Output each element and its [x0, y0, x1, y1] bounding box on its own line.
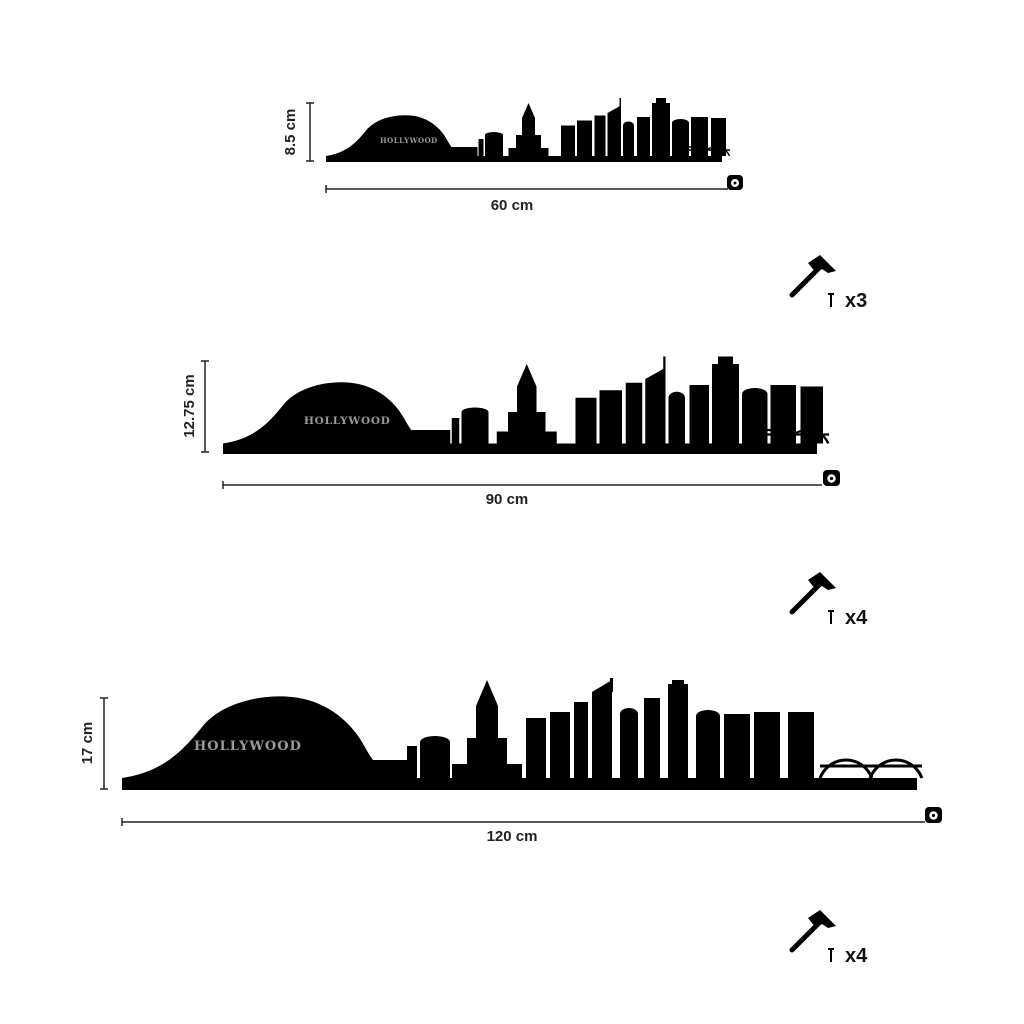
- width-dimension-small: [325, 185, 728, 193]
- variant-medium: HOLLYWOOD: [223, 356, 830, 454]
- hammer-icon: [789, 572, 836, 615]
- tape-measure-icon: [727, 175, 743, 190]
- skyline-silhouette: [122, 678, 917, 790]
- nail-count-small: x3: [845, 290, 867, 312]
- arch-bridge: [818, 758, 924, 779]
- width-label-small: 60 cm: [491, 197, 534, 214]
- arch-bridge: [675, 146, 731, 157]
- width-dimension-large: [121, 818, 925, 826]
- hollywood-sign: HOLLYWOOD: [194, 739, 302, 754]
- nail-icon: [828, 948, 834, 962]
- height-label-small: 8.5 cm: [282, 109, 299, 156]
- height-label-medium: 12.75 cm: [181, 374, 198, 437]
- nail-icon: [828, 610, 834, 624]
- width-label-medium: 90 cm: [486, 491, 529, 508]
- nail-icon: [828, 293, 834, 307]
- tape-measure-icon: [925, 807, 942, 823]
- variant-small: HOLLYWOOD: [326, 98, 731, 162]
- height-dimension-small: [306, 102, 314, 162]
- skyline-silhouette: [326, 98, 726, 162]
- variant-large: HOLLYWOOD: [122, 678, 924, 790]
- hollywood-sign: HOLLYWOOD: [380, 136, 438, 145]
- width-dimension-medium: [222, 481, 822, 489]
- hollywood-sign: HOLLYWOOD: [304, 415, 391, 427]
- hammer-icon: [789, 910, 836, 953]
- nail-count-large: x4: [845, 945, 868, 967]
- arch-bridge: [746, 429, 830, 445]
- skyline-silhouette: [223, 356, 823, 454]
- height-label-large: 17 cm: [79, 722, 96, 765]
- tape-measure-icon: [823, 470, 840, 486]
- hammer-icon: [789, 255, 836, 298]
- width-label-large: 120 cm: [487, 828, 538, 845]
- height-dimension-large: [100, 697, 108, 790]
- nail-count-medium: x4: [845, 607, 868, 629]
- height-dimension-medium: [201, 360, 209, 453]
